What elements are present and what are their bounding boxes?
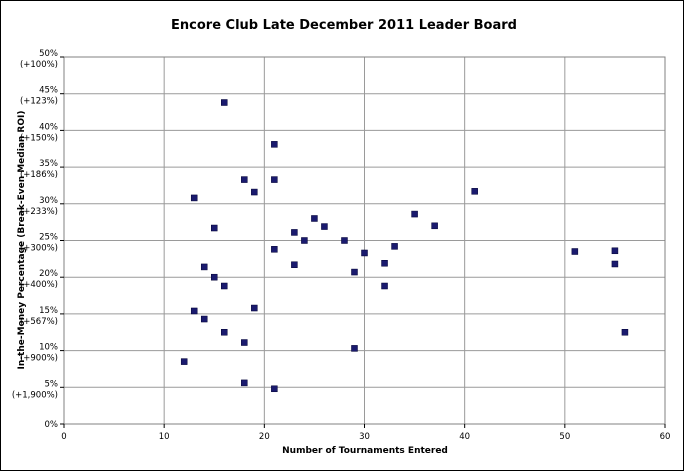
y-tick-sublabel-1: (+1,900%) (12, 390, 58, 400)
data-point-10 (241, 176, 248, 183)
x-tick-label-1: 10 (159, 432, 170, 442)
data-point-5 (211, 224, 218, 232)
y-tick-sublabel-9: (+123%) (20, 97, 58, 107)
data-point-35 (611, 247, 619, 255)
data-point-16 (271, 176, 278, 183)
x-tick-label-5: 50 (559, 432, 570, 442)
data-point-19 (291, 229, 298, 236)
y-tick-sublabel-8: (+150%) (20, 133, 58, 143)
data-point-25 (351, 268, 358, 276)
y-tick-label-4: 20% (39, 269, 58, 279)
data-point-17 (271, 246, 278, 253)
y-tick-label-6: 30% (39, 196, 58, 206)
data-point-15 (271, 141, 278, 148)
data-point-4 (200, 315, 208, 323)
data-point-13 (251, 188, 258, 196)
data-point-28 (381, 260, 388, 267)
data-point-3 (200, 263, 208, 271)
x-tick-label-3: 30 (359, 432, 370, 442)
y-tick-sublabel-5: (+300%) (20, 244, 58, 254)
y-tick-sublabel-10: (+100%) (20, 60, 58, 70)
data-point-2 (190, 307, 198, 315)
x-axis-ticks: 0 10 20 30 40 50 60 (61, 424, 670, 442)
data-point-34 (571, 248, 579, 255)
data-point-8 (221, 282, 228, 290)
x-tick-label-6: 60 (660, 432, 671, 442)
data-points (180, 99, 629, 393)
x-tick-label-0: 0 (61, 432, 66, 442)
data-point-36 (611, 260, 619, 268)
data-point-31 (411, 210, 418, 218)
data-point-9 (221, 329, 228, 336)
data-point-14 (251, 304, 258, 312)
data-point-11 (241, 339, 248, 346)
y-tick-label-1: 5% (45, 379, 59, 389)
data-point-23 (321, 223, 328, 230)
chart-title: Encore Club Late December 2011 Leader Bo… (171, 18, 517, 33)
data-point-22 (311, 215, 318, 222)
data-point-30 (391, 243, 398, 250)
data-point-0 (180, 358, 188, 365)
y-axis-label: In-the-Money Percentage (Break-Even Medi… (17, 111, 27, 370)
y-tick-label-7: 35% (39, 159, 58, 169)
data-point-7 (221, 99, 228, 106)
y-tick-sublabel-4: (+400%) (20, 280, 58, 290)
data-point-1 (190, 194, 198, 202)
y-tick-sublabel-2: (+900%) (20, 354, 58, 364)
y-tick-label-3: 15% (39, 306, 58, 316)
data-point-37 (621, 329, 629, 336)
y-tick-sublabel-6: (+233%) (20, 207, 58, 217)
y-tick-label-0: 0% (45, 420, 59, 430)
data-point-21 (301, 237, 308, 244)
y-tick-sublabel-3: (+567%) (20, 317, 58, 327)
y-tick-label-2: 10% (39, 343, 58, 353)
x-tick-label-4: 40 (459, 432, 470, 442)
data-point-27 (361, 249, 368, 257)
y-tick-label-9: 45% (39, 86, 58, 96)
data-point-32 (431, 222, 438, 230)
x-tick-label-2: 20 (259, 432, 270, 442)
data-point-6 (211, 273, 218, 281)
x-axis-label: Number of Tournaments Entered (282, 446, 448, 456)
data-point-12 (241, 379, 248, 387)
data-point-26 (351, 345, 358, 352)
data-point-20 (291, 261, 298, 268)
data-point-29 (381, 282, 388, 290)
y-axis-ticks: 0% 5%(+1,900%) 10%(+900%) 15%(+567%) 20%(+40… (12, 49, 64, 430)
y-tick-label-5: 25% (39, 233, 58, 243)
data-point-33 (471, 188, 478, 195)
y-tick-label-10: 50% (39, 49, 58, 59)
data-point-18 (271, 385, 278, 393)
data-point-24 (341, 237, 348, 244)
y-tick-label-8: 40% (39, 122, 58, 132)
y-tick-sublabel-7: (+186%) (20, 170, 58, 180)
